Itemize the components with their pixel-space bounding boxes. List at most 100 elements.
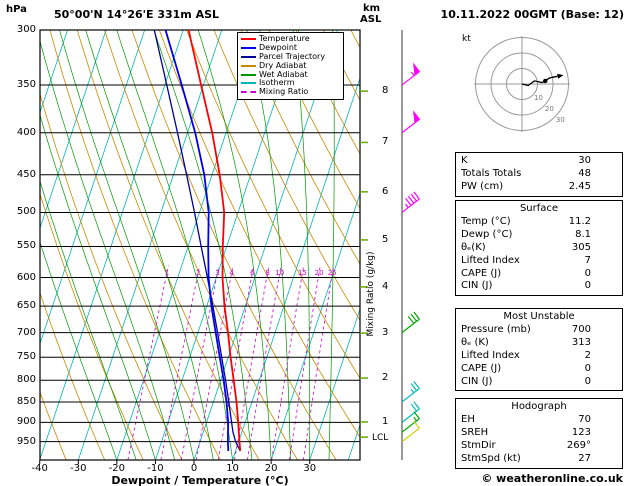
legend-item: Mixing Ratio [241,88,340,97]
temperature-tick-label: 0 [190,463,198,474]
pressure-tick-label: 450 [16,168,36,180]
svg-text:30: 30 [556,116,565,124]
panel-row-value: 305 [571,241,591,253]
altitude-tick-label: 8 [382,85,389,97]
temperature-tick-label: -40 [31,463,48,474]
panel-title: Most Unstable [503,311,575,322]
svg-text:1: 1 [165,269,169,277]
panel-row-label: K [461,155,468,166]
legend-label: Wet Adiabat [259,69,308,79]
svg-text:3: 3 [215,269,219,277]
wind-barb [401,110,421,134]
pressure-tick-label: 750 [16,351,36,363]
pressure-tick-label: 400 [16,126,36,138]
panel-row-label: Dewp (°C) [461,228,513,240]
legend-label: Mixing Ratio [259,87,309,97]
temperature-tick-label: 30 [303,463,317,474]
legend-swatch [241,64,256,67]
panel-row: θₑ(K) 305 [456,242,622,255]
panel-row-label: SREH [461,426,489,438]
temperature-curve [187,30,242,452]
altitude-ticks [360,90,368,423]
panel-row-value: 0 [584,375,591,387]
panel-row-value: 8.1 [575,228,591,240]
panel-row-label: CIN (J) [461,375,493,387]
panel-row-value: 123 [571,426,591,438]
hodograph-unit-label: kt [462,34,471,44]
panel-row-value: 0 [584,267,591,279]
wet-adiabats [40,30,335,460]
wind-barb [401,411,420,433]
wind-barb [401,311,420,334]
panel-row-value: 70 [578,413,591,425]
hodograph-trace [521,75,558,87]
pressure-axis-unit: hPa [6,4,27,15]
svg-text:8: 8 [265,269,269,277]
panel-row-value: 269° [566,439,591,451]
x-axis-title: Dewpoint / Temperature (°C) [111,474,289,486]
legend-swatch [241,91,256,94]
altitude-tick-label: 5 [382,233,389,245]
data-panel-most-unstable: Most Unstable Pressure (mb) 700 θₑ (K) 313 Li… [455,308,623,392]
panel-row-label: θₑ (K) [461,336,489,348]
pressure-tick-label: 600 [16,271,36,283]
lcl-label: LCL [372,433,388,443]
panel-row: CIN (J) 0 [456,376,622,389]
legend-swatch [241,38,256,41]
legend-swatch [241,82,256,85]
panel-row: K 30 [456,155,622,168]
pressure-tick-label: 650 [16,300,36,312]
panel-row: SREH 123 [456,427,622,440]
panel-row-label: Totals Totals [461,167,522,179]
legend-swatch [241,73,256,76]
panel-row: CIN (J) 0 [456,280,622,293]
pressure-tick-label: 350 [16,79,36,91]
wind-barb [401,401,420,423]
panel-row: Totals Totals 48 [456,168,622,181]
wind-barbs [401,30,421,460]
svg-text:15: 15 [298,269,307,277]
panel-row-value: 700 [571,323,591,335]
altitude-tick-label: 3 [382,327,389,339]
altitude-axis-unit: km [363,3,381,14]
svg-text:2: 2 [196,269,200,277]
panel-row-label: EH [461,413,475,425]
pressure-tick-label: 950 [16,435,36,447]
altitude-tick-label: 2 [382,372,389,384]
legend-item: Dewpoint [241,44,340,53]
svg-text:20: 20 [315,269,324,277]
temperature-tick-label: 20 [264,463,278,474]
panel-row: Pressure (mb) 700 [456,324,622,337]
panel-row-label: StmSpd (kt) [461,452,521,464]
panel-row: θₑ (K) 313 [456,337,622,350]
panel-row-label: CAPE (J) [461,267,502,279]
panel-row-label: StmDir [461,439,496,451]
pressure-tick-label: 550 [16,240,36,252]
svg-text:10: 10 [534,94,543,102]
mixing-ratio-labels: 1 2 3 4 6 8 10 15 20 25 [165,269,337,277]
wind-barb [401,420,420,443]
panel-row-value: 11.2 [568,215,591,227]
pressure-tick-label: 500 [16,206,36,218]
legend-item: Dry Adiabat [241,61,340,70]
panel-row-value: 7 [584,254,591,266]
wind-barb [401,62,421,86]
wind-barb [401,380,420,403]
legend-item: Parcel Trajectory [241,52,340,62]
hodograph-arrow [557,73,564,79]
svg-text:6: 6 [250,269,255,277]
datetime-title: 10.11.2022 00GMT (Base: 12) [440,8,624,21]
panel-row-label: Temp (°C) [461,215,511,227]
altitude-tick-label: 1 [382,415,389,427]
legend: Temperature Dewpoint Parcel Trajectory Dry … [237,32,344,100]
svg-text:10: 10 [275,269,284,277]
pressure-gridlines [40,29,360,443]
panel-row-value: 30 [578,155,591,166]
panel-row: StmSpd (kt) 27 [456,453,622,466]
panel-row-value: 313 [571,336,591,348]
temperature-tick-label: -20 [108,463,126,474]
panel-row: CAPE (J) 0 [456,268,622,281]
svg-text:20: 20 [545,105,554,113]
